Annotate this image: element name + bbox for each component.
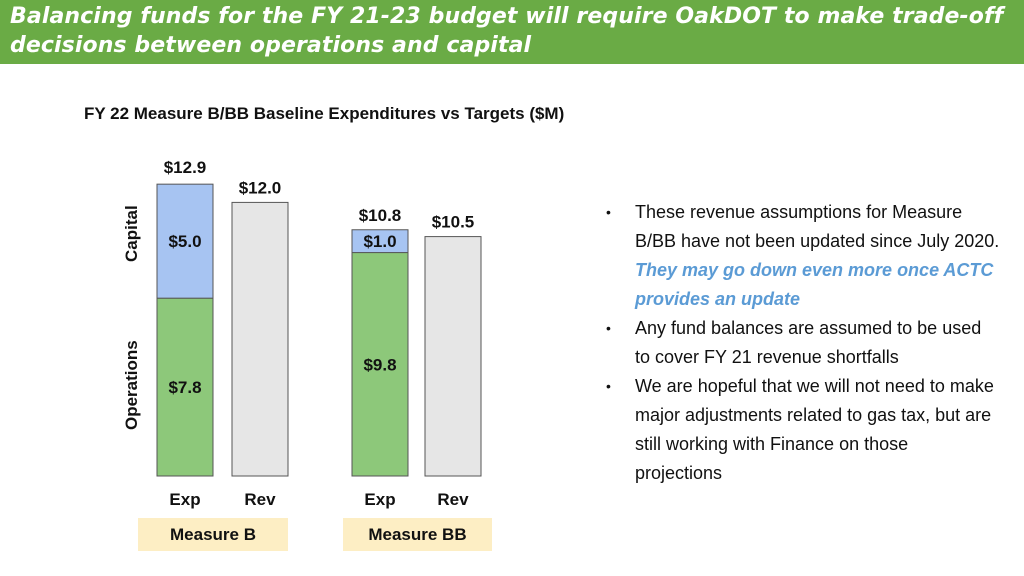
title-bar: Balancing funds for the FY 21-23 budget … bbox=[0, 0, 1024, 64]
bar-segment-capital bbox=[351, 229, 409, 254]
bar-total-label: $10.5 bbox=[432, 213, 475, 232]
group-label-measure-bb: Measure BB bbox=[343, 518, 492, 551]
bar-total-label: $10.8 bbox=[359, 206, 402, 225]
category-label: Exp bbox=[364, 490, 395, 509]
bullet-dot-icon: • bbox=[606, 320, 611, 336]
bar-segment-revenue bbox=[231, 201, 289, 477]
category-label: Exp bbox=[169, 490, 200, 509]
bullet-item: • Any fund balances are assumed to be us… bbox=[604, 314, 1000, 372]
bullet-dot-icon: • bbox=[606, 204, 611, 220]
bullet-text: We are hopeful that we will not need to … bbox=[635, 376, 994, 483]
segment-value-label: $9.8 bbox=[363, 355, 396, 374]
bar-segment-operations bbox=[156, 297, 214, 477]
bullet-text: These revenue assumptions for Measure B/… bbox=[635, 202, 1000, 251]
bullet-emphasis: They may go down even more once ACTC pro… bbox=[635, 260, 994, 309]
bullet-item: • These revenue assumptions for Measure … bbox=[604, 198, 1000, 314]
chart-title: FY 22 Measure B/BB Baseline Expenditures… bbox=[84, 104, 565, 123]
group-label-measure-b: Measure B bbox=[138, 518, 288, 551]
segment-value-label: $1.0 bbox=[363, 232, 396, 251]
bar-total-label: $12.0 bbox=[239, 178, 282, 197]
category-label: Rev bbox=[437, 490, 469, 509]
bar-segment-revenue bbox=[424, 236, 482, 477]
segment-value-label: $7.8 bbox=[168, 378, 201, 397]
bullet-list: • These revenue assumptions for Measure … bbox=[604, 198, 1000, 488]
bullet-dot-icon: • bbox=[606, 378, 611, 394]
bar-total-label: $12.9 bbox=[164, 158, 207, 177]
slide-title: Balancing funds for the FY 21-23 budget … bbox=[10, 4, 1004, 58]
segment-value-label: $5.0 bbox=[168, 232, 201, 251]
bar-segment-operations bbox=[351, 252, 409, 477]
bar-segment-capital bbox=[156, 183, 214, 299]
category-label: Rev bbox=[244, 490, 276, 509]
bullet-text: Any fund balances are assumed to be used… bbox=[635, 318, 982, 367]
bullet-item: • We are hopeful that we will not need t… bbox=[604, 372, 1000, 488]
